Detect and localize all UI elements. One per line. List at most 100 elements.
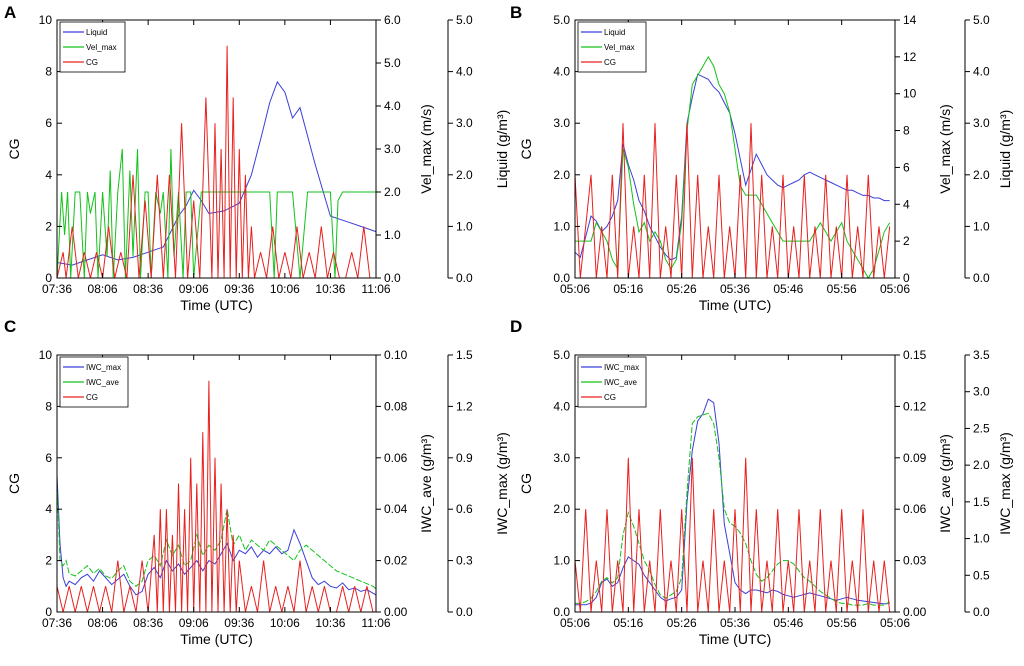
x-tick-label: 05:06 [880,282,910,296]
x-tick-label: 10:36 [315,616,345,630]
legend-entry: Vel_max [604,43,635,52]
y-tick-label: 6 [45,116,52,130]
right-tick-label: 3.0 [456,116,473,130]
x-axis-label: Time (UTC) [699,297,772,313]
legend: Liquid Vel_max CG [59,21,126,73]
legend-entry: CG [604,58,616,67]
right-tick-label: 0.0 [456,271,473,285]
panel-b: B 05:06 05:16 05:26 05:36 05:46 05:56 05:06 Time… [510,3,1013,313]
x-tick-label: 05:26 [667,282,697,296]
x-tick-label: 05:46 [773,282,803,296]
x-tick-label: 09:06 [179,282,209,296]
right-tick-label: 4.0 [384,99,401,113]
y-tick-label: 5.0 [553,348,570,362]
legend-entry: Liquid [86,28,107,37]
y-axis-label-left: CG [6,473,22,494]
x-axis-label: Time (UTC) [180,631,253,647]
legend-entry: CG [604,393,616,402]
right-tick-label: 0.0 [973,605,990,619]
y-axis-label-right: IWC_max (g/m³) [997,432,1013,535]
x-tick-label: 10:36 [315,282,345,296]
right-tick-label: 3.5 [973,348,990,362]
right-tick-label: 1.2 [456,399,473,413]
series-line-cg [56,380,376,613]
series-line-vel-max [575,55,891,279]
series-line-liquid [56,80,377,266]
right-tick-label: 10 [903,87,917,101]
legend-entry: IWC_max [604,363,639,372]
x-tick-label: 05:06 [560,616,590,630]
legend-entry: CG [86,393,98,402]
y-axis-label-right: IWC_ave (g/m³) [937,434,953,533]
right-tick-label: 14 [903,13,917,27]
x-tick-label: 08:36 [133,282,163,296]
right-tick-label: 2.0 [384,185,401,199]
y-axis-label-right: IWC_ave (g/m³) [418,434,434,533]
right-tick-label: 0.02 [384,554,408,568]
y-tick-label: 3.0 [553,451,570,465]
x-tick-label: 05:06 [880,616,910,630]
x-tick-label: 07:36 [42,282,72,296]
right-tick-label: 2.0 [973,458,990,472]
right-tick-label: 1.0 [456,219,473,233]
y-tick-label: 10 [39,348,53,362]
right-tick-label: 1.0 [973,219,990,233]
panel-d: D 05:06 05:16 05:26 05:36 05:46 05:56 05:06 Time… [510,317,1013,647]
legend: IWC_max IWC_ave CG [59,356,129,408]
right-tick-label: 0.12 [903,399,927,413]
right-tick-label: 0.0 [973,271,990,285]
right-tick-label: 1.5 [973,495,990,509]
right-tick-label: 3.0 [973,116,990,130]
series-line-iwc-ave [575,412,890,606]
x-axis-label: Time (UTC) [180,297,253,313]
right-tick-label: 0.08 [384,399,408,413]
legend-entry: IWC_ave [86,378,119,387]
y-axis-label-left: CG [518,139,534,160]
panel-c: C 07:36 08:06 08:36 09:06 09:36 10:06 10:36 11:0… [4,317,510,647]
x-tick-label: 09:06 [179,616,209,630]
x-tick-label: 08:36 [133,616,163,630]
y-tick-label: 4.0 [553,65,570,79]
x-tick-label: 09:36 [224,282,254,296]
x-tick-label: 05:56 [827,616,857,630]
right-tick-label: 0.5 [973,568,990,582]
y-axis-label-right: Vel_max (m/s) [418,104,434,193]
x-tick-label: 07:36 [42,616,72,630]
series-line-iwc-ave [56,483,377,590]
legend-entry: Vel_max [86,43,117,52]
right-tick-label: 2.5 [973,421,990,435]
x-tick-label: 11:06 [361,616,390,630]
y-axis-label-right: Liquid (g/m³) [997,110,1013,189]
y-axis-label-right: Liquid (g/m³) [494,110,510,189]
right-tick-label: 0.3 [456,554,473,568]
right-tick-label: 8 [903,124,910,138]
x-tick-label: 05:36 [720,282,750,296]
y-tick-label: 2.0 [553,168,570,182]
right-tick-label: 0.0 [456,605,473,619]
right-tick-label: 1.0 [973,532,990,546]
y-axis-label-left: CG [6,139,22,160]
y-axis-label-right: IWC_max (g/m³) [494,432,510,535]
y-tick-label: 0 [45,605,52,619]
y-tick-label: 1.0 [553,554,570,568]
right-tick-label: 3.0 [973,385,990,399]
right-tick-label: 0.03 [903,554,927,568]
x-tick-label: 05:46 [773,616,803,630]
y-tick-label: 2 [45,219,52,233]
right-tick-label: 0.10 [384,348,408,362]
y-axis-label-left: CG [518,473,534,494]
right-tick-label: 5.0 [973,13,990,27]
plot-frame [56,354,377,613]
legend: IWC_max IWC_ave CG [577,356,647,408]
panel-label: C [4,317,16,336]
y-tick-label: 8 [45,65,52,79]
y-tick-label: 8 [45,399,52,413]
right-tick-label: 2 [903,234,910,248]
right-tick-label: 0.0 [384,271,401,285]
right-tick-label: 1.5 [456,348,473,362]
x-axis-label: Time (UTC) [699,631,772,647]
right-tick-label: 3.0 [384,142,401,156]
y-axis-label-right: Vel_max (m/s) [937,104,953,193]
series-line-cg [56,45,376,279]
